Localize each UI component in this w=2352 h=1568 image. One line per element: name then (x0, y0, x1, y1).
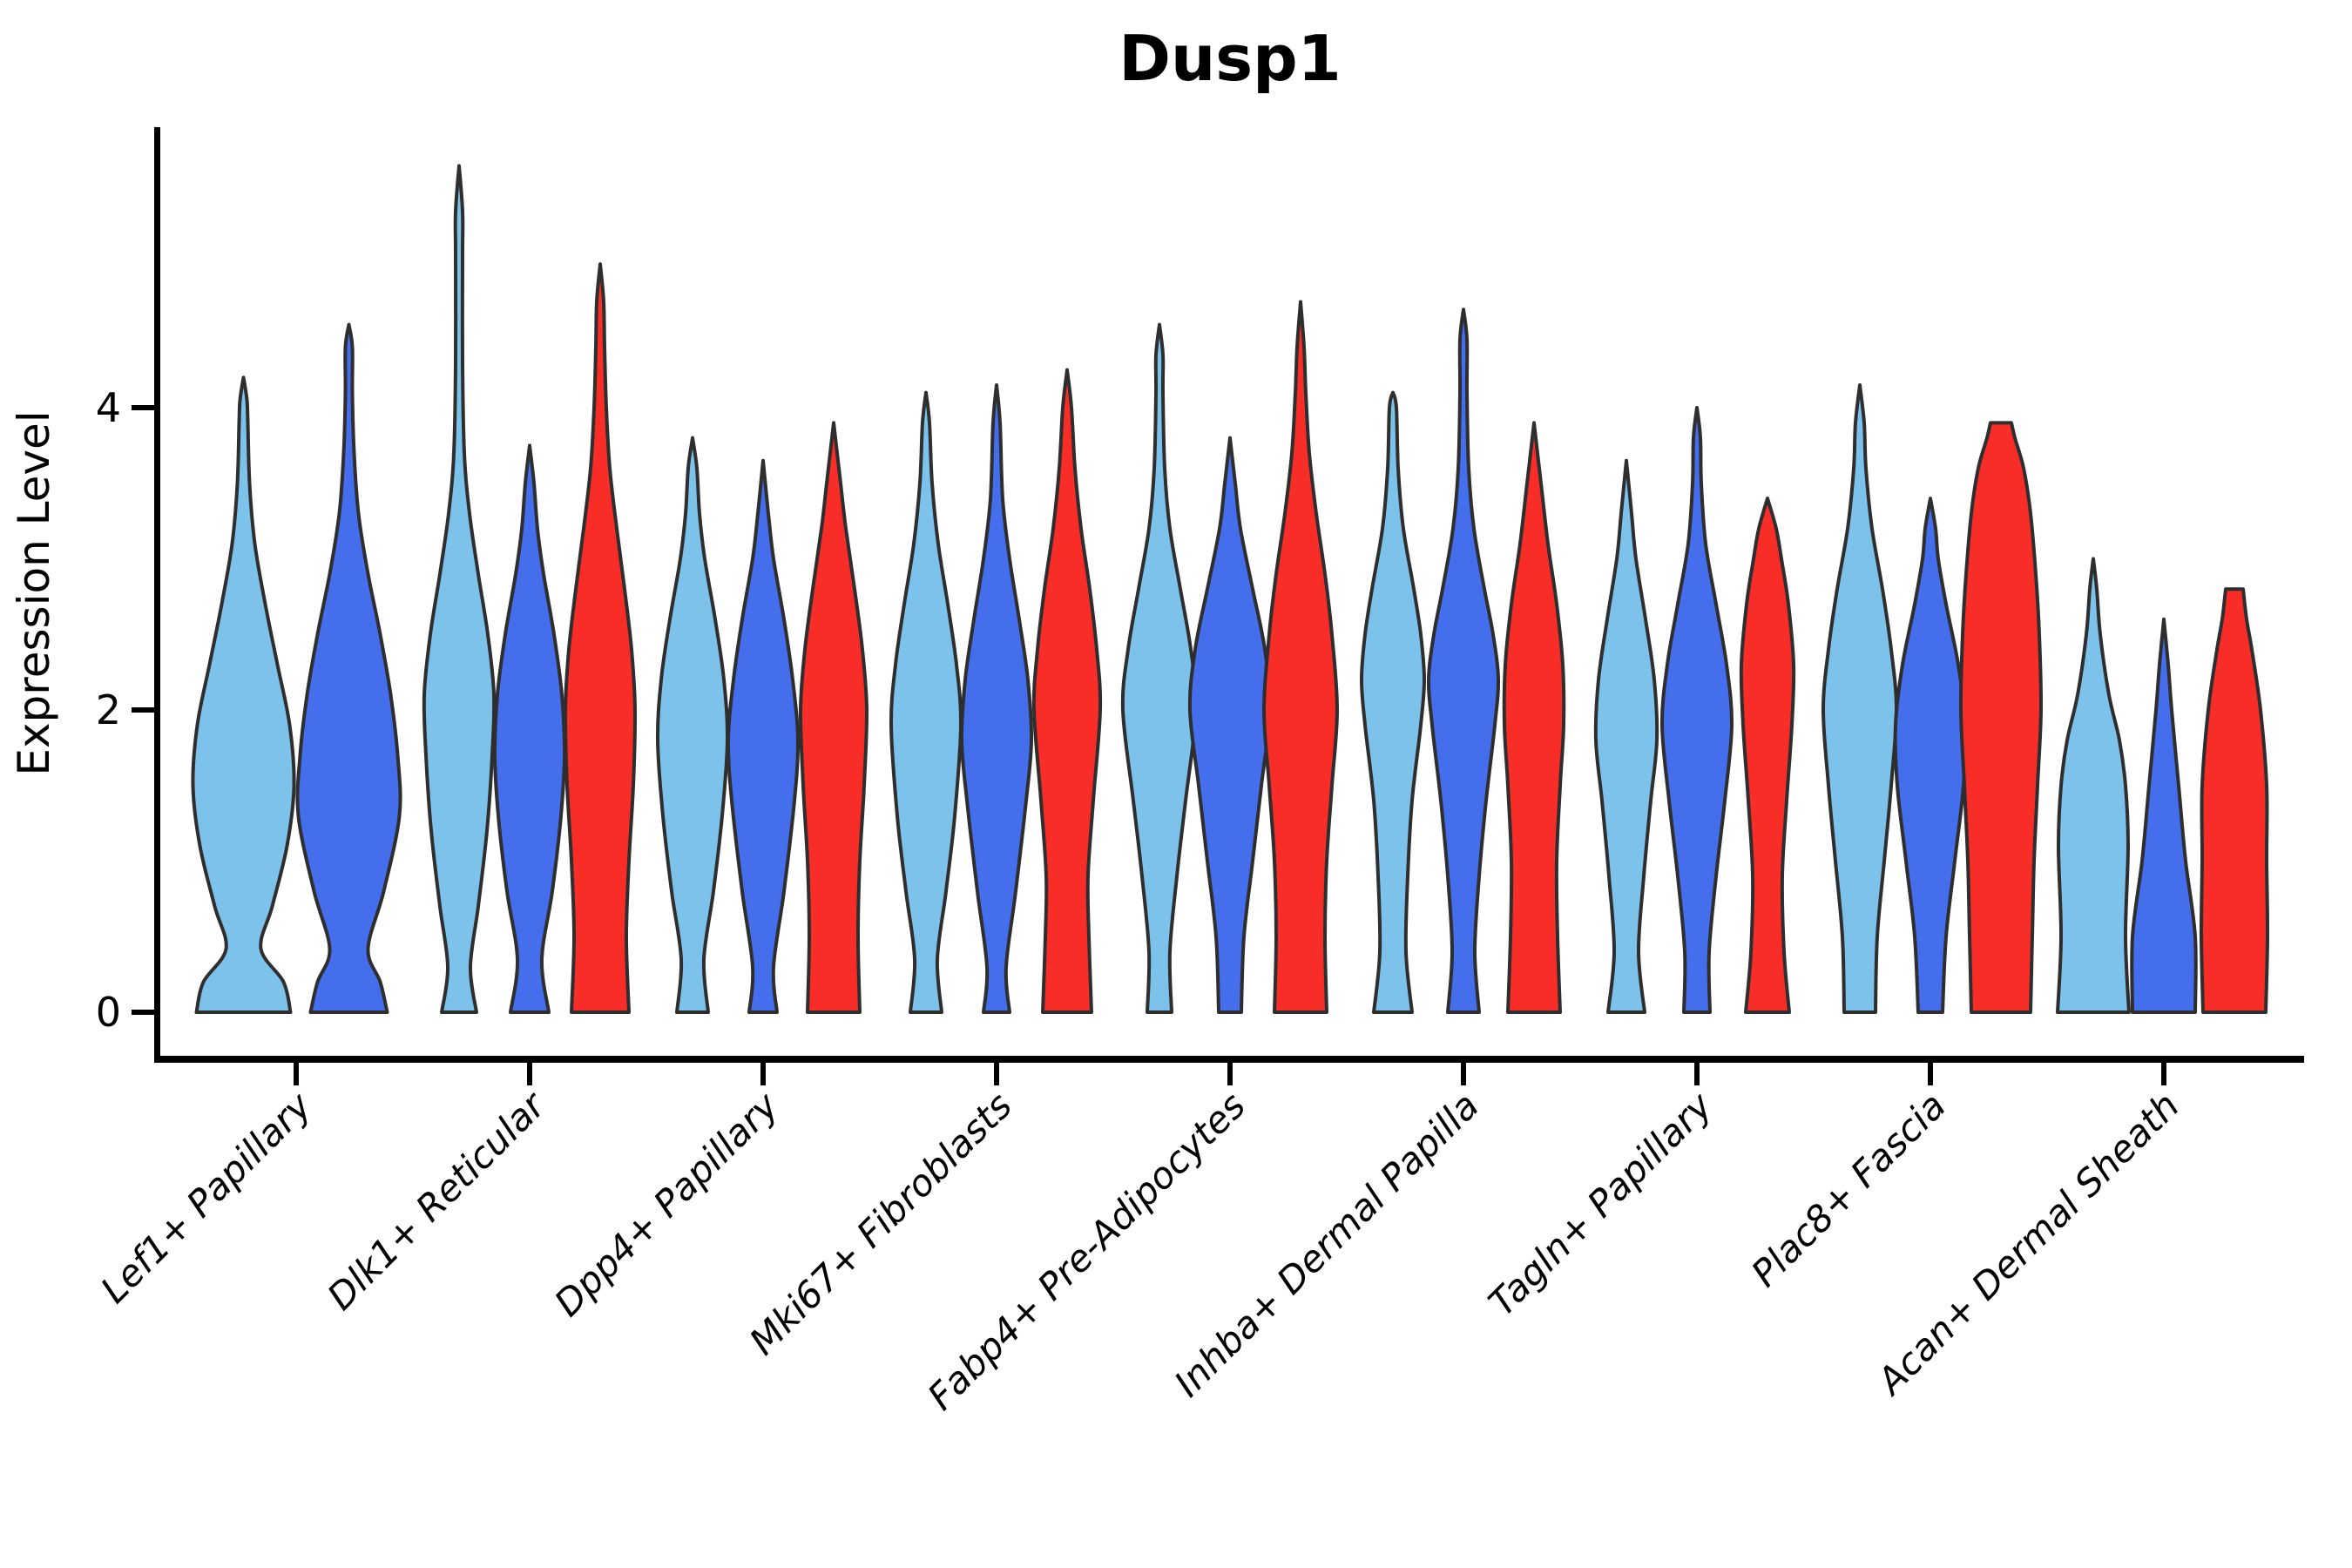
violin-inhba-blue (1426, 308, 1501, 1014)
x-tick-label: Plac8+ Fascia (1743, 1084, 1954, 1294)
violin-dlk1-lightblue (422, 164, 497, 1014)
violin-mki67-blue (959, 382, 1034, 1014)
violin-fabp4-lightblue (1120, 322, 1199, 1014)
x-tick (527, 1063, 532, 1085)
x-tick (294, 1063, 299, 1085)
violin-dlk1-blue (492, 443, 567, 1014)
y-tick (132, 707, 154, 713)
violin-acan-lightblue (2056, 557, 2131, 1014)
violin-plac8-lightblue (1821, 382, 1898, 1014)
violin-plac8-blue (1893, 497, 1968, 1014)
violin-dpp4-lightblue (655, 436, 730, 1014)
violin-acan-blue (2130, 617, 2198, 1014)
violin-lef1-lightblue (191, 375, 296, 1014)
violin-lef1-blue (295, 322, 402, 1014)
x-tick (1928, 1063, 1933, 1085)
x-tick (1694, 1063, 1700, 1085)
chart-title: Dusp1 (1119, 22, 1342, 95)
violin-dpp4-red (798, 421, 869, 1014)
x-tick-label: Tagln+ Papillary (1480, 1084, 1721, 1325)
violin-mki67-red (1031, 368, 1103, 1014)
y-axis-spine (154, 127, 160, 1063)
x-axis-spine (154, 1056, 2304, 1063)
violin-plac8-red (1958, 421, 2044, 1014)
violin-fabp4-red (1262, 300, 1339, 1014)
violin-tagln-red (1739, 497, 1796, 1014)
violin-acan-red (2199, 587, 2270, 1014)
violin-layer (191, 164, 2270, 1014)
violin-dlk1-red (563, 262, 638, 1014)
violin-mki67-lightblue (889, 390, 963, 1014)
violin-dpp4-blue (726, 458, 801, 1014)
violin-inhba-red (1502, 421, 1566, 1014)
y-axis-label: Expression Level (9, 410, 59, 775)
y-tick-label: 0 (96, 989, 121, 1036)
y-tick (132, 405, 154, 410)
violin-inhba-lightblue (1360, 390, 1426, 1014)
x-tick (1227, 1063, 1233, 1085)
y-tick (132, 1010, 154, 1015)
x-tick-label: Dpp4+ Papillary (546, 1084, 787, 1325)
y-tick-label: 2 (96, 686, 121, 733)
x-tick (760, 1063, 766, 1085)
violin-fabp4-blue (1187, 436, 1273, 1014)
x-tick-label: Mki67+ Fibroblasts (741, 1084, 1020, 1362)
x-tick (2161, 1063, 2166, 1085)
axes-layer: 0 2 4 (96, 127, 2304, 1085)
x-tick-label: Lef1+ Papillary (92, 1084, 321, 1312)
violin-tagln-lightblue (1593, 458, 1659, 1014)
x-tick-label: Dlk1+ Reticular (319, 1082, 555, 1318)
x-tick (994, 1063, 999, 1085)
x-tick (1461, 1063, 1466, 1085)
y-tick-label: 4 (96, 384, 121, 431)
violin-tagln-blue (1659, 406, 1734, 1014)
